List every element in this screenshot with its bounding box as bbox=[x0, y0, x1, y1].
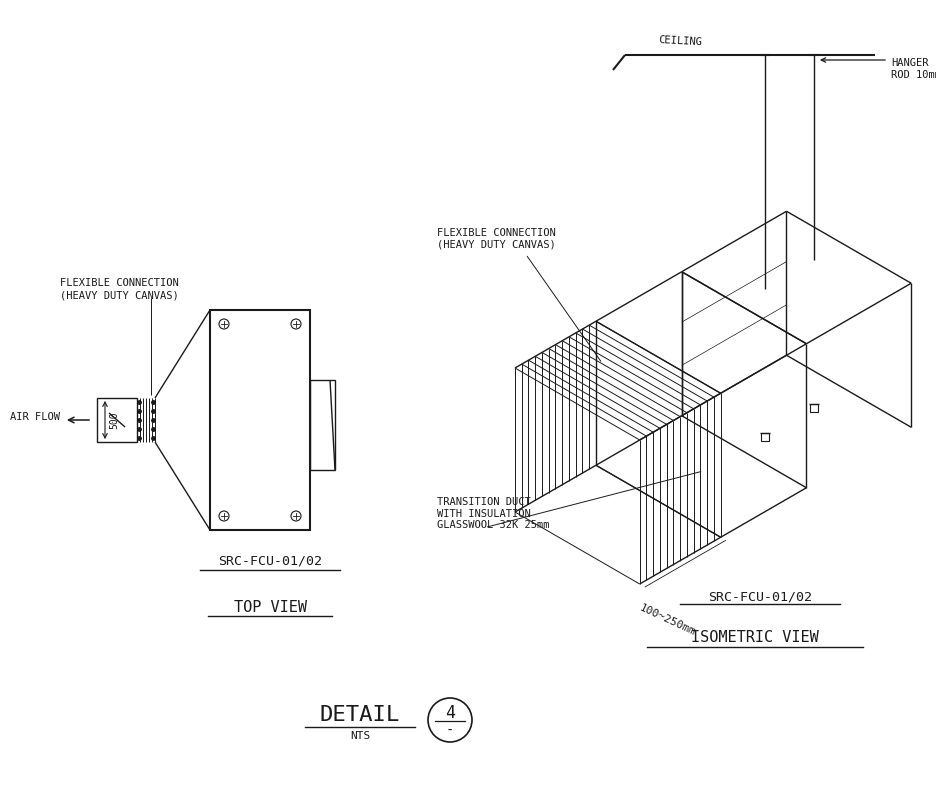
Text: FLEXIBLE CONNECTION
(HEAVY DUTY CANVAS): FLEXIBLE CONNECTION (HEAVY DUTY CANVAS) bbox=[60, 279, 179, 300]
Text: ISOMETRIC VIEW: ISOMETRIC VIEW bbox=[691, 630, 819, 645]
Text: TRANSITION DUCT
WITH INSULATION
GLASSWOOL 32K 25mm: TRANSITION DUCT WITH INSULATION GLASSWOO… bbox=[437, 497, 549, 530]
Text: TOP VIEW: TOP VIEW bbox=[233, 600, 306, 615]
Bar bbox=[310, 380, 335, 470]
Text: -: - bbox=[446, 724, 454, 738]
Text: DETAIL: DETAIL bbox=[320, 705, 400, 725]
Text: 100~250mm: 100~250mm bbox=[637, 603, 697, 638]
Text: 4: 4 bbox=[445, 704, 455, 722]
Text: SRC-FCU-01/02: SRC-FCU-01/02 bbox=[708, 590, 812, 603]
Text: 500: 500 bbox=[109, 411, 119, 428]
Text: FLEXIBLE CONNECTION
(HEAVY DUTY CANVAS): FLEXIBLE CONNECTION (HEAVY DUTY CANVAS) bbox=[437, 228, 556, 249]
Bar bbox=[761, 432, 768, 441]
Text: CEILING: CEILING bbox=[658, 35, 702, 47]
Text: NTS: NTS bbox=[350, 731, 370, 741]
Text: HANGER
ROD 10mm: HANGER ROD 10mm bbox=[891, 58, 936, 80]
Bar bbox=[210, 310, 310, 530]
Text: SRC-FCU-01/02: SRC-FCU-01/02 bbox=[218, 555, 322, 568]
Bar bbox=[810, 404, 818, 412]
Text: AIR FLOW: AIR FLOW bbox=[10, 412, 60, 422]
Bar bbox=[97, 398, 137, 442]
